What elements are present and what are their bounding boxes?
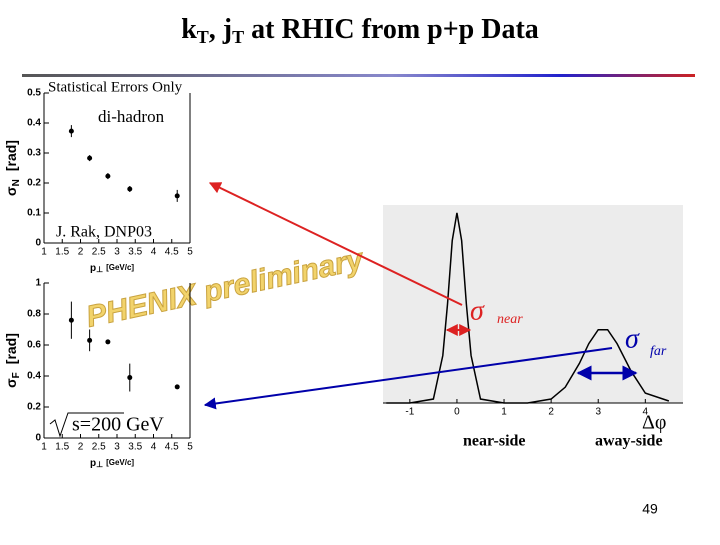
y-tick-label: 0.8 <box>27 309 41 320</box>
y-axis-label: σF [rad] <box>3 333 22 388</box>
x-tick-label: 3 <box>114 442 120 453</box>
x-tick-label: 4 <box>643 407 649 418</box>
point <box>105 339 111 345</box>
annotation: near-side <box>463 433 526 450</box>
x-tick-label: 5 <box>187 247 193 258</box>
x-tick-label: 1 <box>501 407 507 418</box>
label-part: p <box>90 458 96 469</box>
annotation: σ <box>625 323 640 354</box>
point <box>68 317 74 323</box>
point <box>127 375 133 381</box>
point <box>87 337 93 343</box>
x-tick-label: -1 <box>405 407 414 418</box>
point <box>87 155 93 161</box>
watermark: PHENIX preliminary <box>83 243 367 334</box>
point <box>68 128 74 134</box>
x-tick-label: 1 <box>41 442 47 453</box>
annotation: J. Rak, DNP03 <box>56 224 152 241</box>
annotation: Δφ <box>642 412 666 434</box>
annotation: near <box>497 312 523 327</box>
title-part: , j <box>209 14 232 45</box>
x-tick-label: 5 <box>187 442 193 453</box>
label-sub: F <box>11 372 22 378</box>
y-tick-label: 0.4 <box>27 371 41 382</box>
y-tick-label: 0.3 <box>27 148 41 159</box>
x-tick-label: 1 <box>41 247 47 258</box>
label-part: σ <box>3 186 19 196</box>
x-tick-label: 3.5 <box>128 247 142 258</box>
label-part: [rad] <box>3 140 19 171</box>
point <box>174 384 180 390</box>
x-tick-label: 2 <box>548 407 554 418</box>
x-tick-label: 2 <box>78 247 84 258</box>
x-axis-label: p⊥ [GeV/c] <box>90 263 134 274</box>
x-tick-label: 2.5 <box>92 442 106 453</box>
title-part: at RHIC from p+p Data <box>244 14 539 45</box>
curve <box>386 212 670 404</box>
point <box>174 193 180 199</box>
y-tick-label: 0 <box>35 433 41 444</box>
x-tick-label: 4.5 <box>165 442 179 453</box>
y-tick-label: 1 <box>35 278 41 289</box>
title-rule <box>22 74 695 77</box>
y-tick-label: 0.5 <box>27 88 41 99</box>
y-tick-label: 0.2 <box>27 178 41 189</box>
label-part: [GeV/c] <box>106 263 134 272</box>
x-tick-label: 3 <box>114 247 120 258</box>
label-part: [rad] <box>3 333 19 364</box>
x-tick-label: 3.5 <box>128 442 142 453</box>
label-part: [GeV/c] <box>106 458 134 467</box>
label-part: p <box>90 263 96 274</box>
y-tick-label: 0.2 <box>27 402 41 413</box>
x-tick-label: 2.5 <box>92 247 106 258</box>
radical <box>49 412 124 438</box>
x-axis-label: p⊥ [GeV/c] <box>90 458 134 469</box>
x-tick-label: 3 <box>595 407 601 418</box>
y-tick-label: 0.6 <box>27 340 41 351</box>
annotation: Statistical Errors Only <box>48 79 183 95</box>
y-axis-label: σN [rad] <box>3 140 22 196</box>
annotation: σ <box>470 295 485 326</box>
label-sub: ⊥ <box>96 265 103 274</box>
x-tick-label: 4.5 <box>165 247 179 258</box>
title-part: k <box>181 14 197 45</box>
y-tick-label: 0 <box>35 238 41 249</box>
slide-title: kT, jT at RHIC from p+p Data <box>181 14 539 47</box>
title-sub: T <box>232 27 244 47</box>
y-tick-label: 0.1 <box>27 208 41 219</box>
label-sub: N <box>11 179 22 186</box>
x-tick-label: 4 <box>151 442 157 453</box>
y-tick-label: 0.4 <box>27 118 41 129</box>
x-tick-label: 0 <box>454 407 460 418</box>
x-tick-label: 2 <box>78 442 84 453</box>
arrow <box>203 347 613 410</box>
annotation: away-side <box>595 433 663 450</box>
page-number: 49 <box>642 501 658 517</box>
x-tick-label: 1.5 <box>55 247 69 258</box>
annotation: s=200 GeV <box>72 414 164 436</box>
annotation: far <box>650 344 667 359</box>
point <box>105 173 111 179</box>
x-tick-label: 4 <box>151 247 157 258</box>
point <box>127 186 133 192</box>
arrow <box>208 182 463 306</box>
title-sub: T <box>197 27 209 47</box>
label-part: σ <box>3 378 19 388</box>
x-tick-label: 1.5 <box>55 442 69 453</box>
label-sub: ⊥ <box>96 460 103 469</box>
annotation: di-hadron <box>98 107 165 126</box>
